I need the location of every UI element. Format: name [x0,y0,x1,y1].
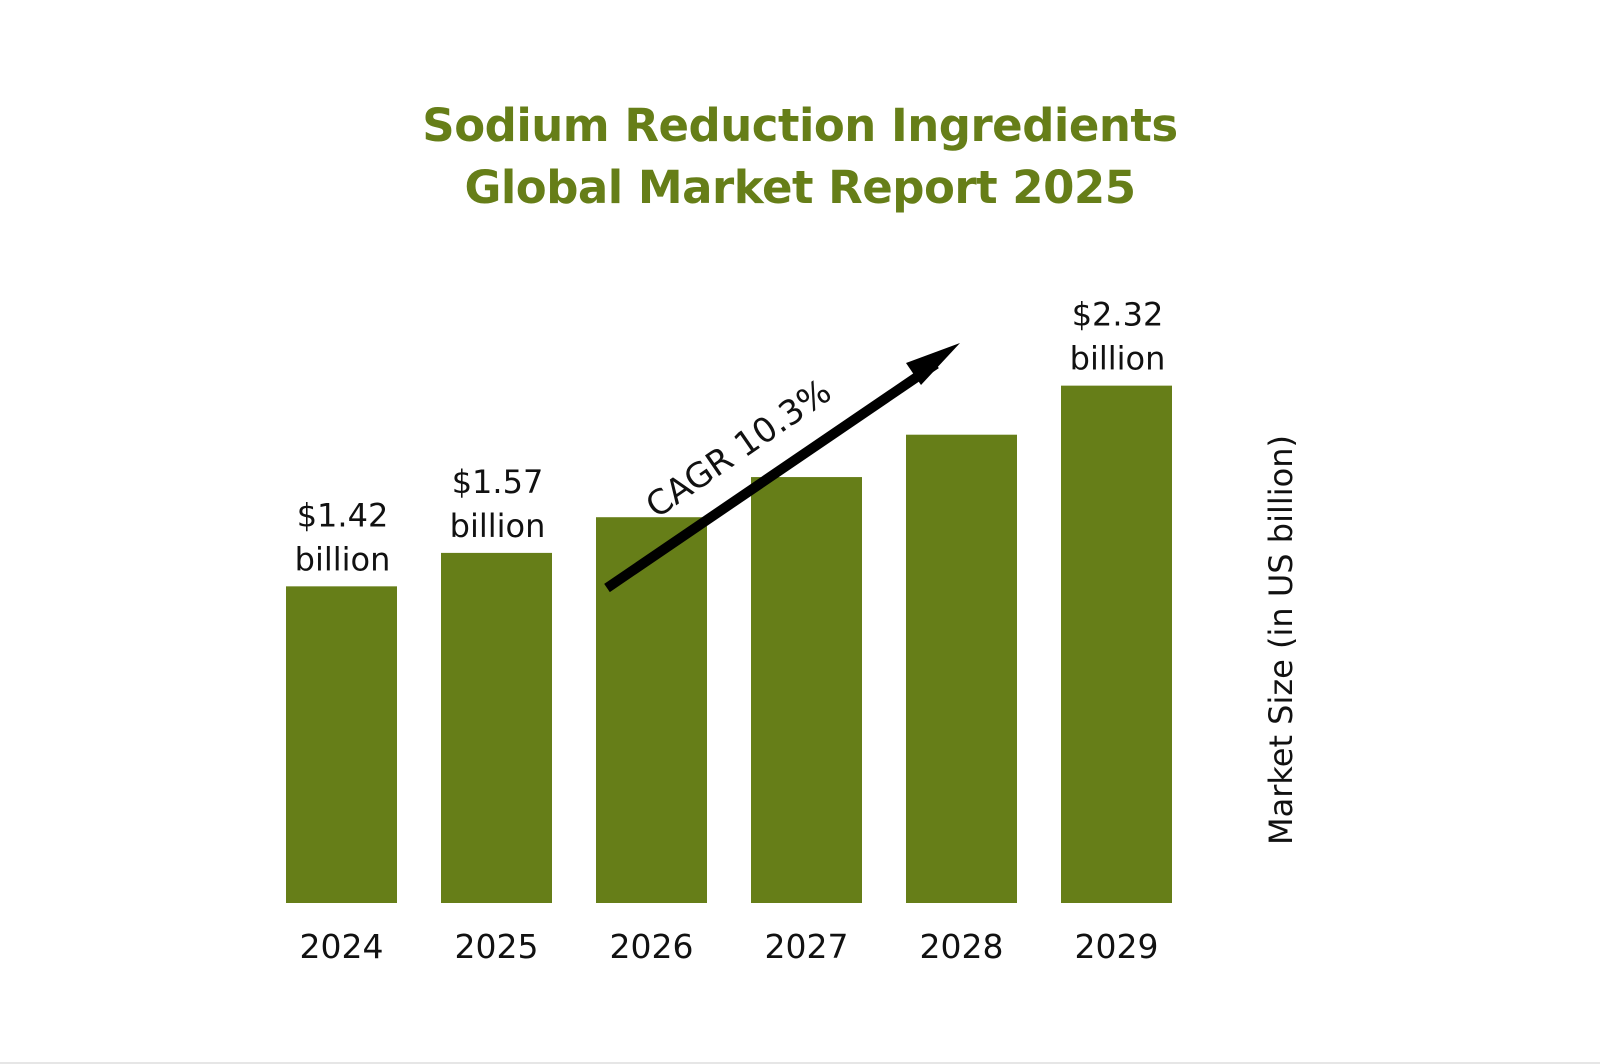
data-label-value: $2.32 [1072,296,1164,334]
chart-title: Sodium Reduction Ingredients Global Mark… [0,95,1600,219]
data-labels-group: $1.42 billion $1.57 billion $2.32 billion [295,296,1166,579]
title-line-2: Global Market Report 2025 [464,161,1136,214]
bar-2028 [906,434,1017,903]
x-tick-label: 2024 [300,927,384,966]
bar-2027 [751,477,862,903]
bar-2029 [1061,385,1172,903]
x-tick-label: 2029 [1075,927,1159,966]
data-label-unit: billion [295,540,391,578]
y-axis-label: Market Size (in US billion) [1262,435,1300,845]
x-tick-label: 2028 [920,927,1004,966]
data-label-unit: billion [1070,340,1166,378]
x-tick-label: 2025 [455,927,539,966]
cagr-arrow [604,343,960,593]
bar-2025 [441,552,552,903]
bar-2026 [596,517,707,903]
x-tick-labels-group: 2024 2025 2026 2027 2028 2029 [300,927,1159,966]
bottom-divider [0,1062,1600,1064]
data-label-value: $1.42 [297,496,389,534]
data-label-value: $1.57 [452,463,544,501]
cagr-arrow-head [906,343,960,385]
bar-2024 [286,586,397,903]
x-tick-label: 2026 [610,927,694,966]
bars-group [286,385,1172,903]
cagr-arrow-shaft [604,359,939,593]
data-label-unit: billion [450,507,546,545]
x-tick-label: 2027 [765,927,849,966]
title-line-1: Sodium Reduction Ingredients [422,99,1178,152]
